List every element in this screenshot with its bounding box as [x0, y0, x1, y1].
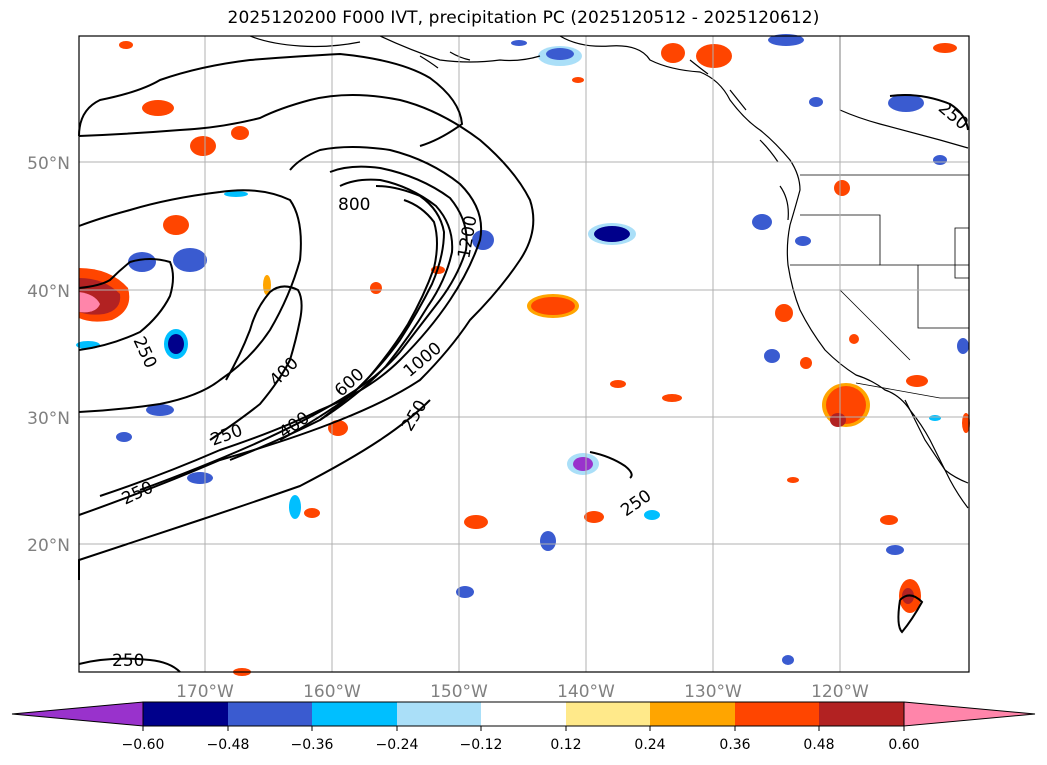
colorbar-segment — [312, 702, 397, 726]
colorbar-tick-label: 0.48 — [803, 737, 834, 753]
map-frame — [78, 35, 970, 673]
lon-label: 130°W — [684, 682, 742, 702]
ivt-contour-250-ne — [889, 94, 969, 131]
lon-label: 170°W — [176, 682, 234, 702]
lon-label: 150°W — [430, 682, 488, 702]
colorbar-extend-min — [11, 701, 144, 727]
lat-label: 50°N — [27, 154, 70, 174]
colorbar-segment — [735, 702, 819, 726]
colorbar-tick-label: −0.12 — [460, 737, 503, 753]
latitude-labels: 50°N 40°N 30°N 20°N — [27, 154, 70, 556]
colorbar-outline — [142, 701, 905, 727]
contour-label: 250 — [112, 651, 144, 671]
colorbar-tick-label: 0.60 — [888, 737, 919, 753]
longitude-labels: 170°W 160°W 150°W 140°W 130°W 120°W — [176, 682, 869, 702]
colorbar-tick-label: −0.24 — [376, 737, 419, 753]
colorbar-extend-max — [903, 701, 1036, 727]
colorbar-segment — [650, 702, 735, 726]
precipitation-pc-field — [76, 34, 970, 676]
colorbar-tick-label: 0.24 — [634, 737, 665, 753]
ivt-contour-600 — [139, 165, 468, 491]
colorbar-segment — [566, 702, 650, 726]
ivt-contour-250-inner — [78, 189, 302, 413]
colorbar-segment — [481, 702, 566, 726]
lon-label: 140°W — [557, 682, 615, 702]
ivt-contour-250-outer — [78, 94, 535, 516]
graticule — [79, 36, 969, 672]
colorbar-segment — [143, 702, 228, 726]
ivt-contours — [78, 52, 969, 673]
lat-label: 30°N — [27, 409, 70, 429]
lat-label: 40°N — [27, 282, 70, 302]
ivt-contour-250-south — [78, 399, 431, 580]
ivt-contour-250-east — [589, 451, 633, 479]
colorbar-tick-label: 0.36 — [719, 737, 750, 753]
lon-label: 120°W — [811, 682, 869, 702]
map-panel — [79, 36, 969, 672]
ivt-contour-250-west — [78, 258, 174, 351]
ivt-contour-250-sw — [78, 657, 181, 673]
contour-label: 800 — [338, 195, 370, 215]
colorbar-segment — [228, 702, 312, 726]
lat-label: 20°N — [27, 536, 70, 556]
chart-title: 2025120200 F000 IVT, precipitation PC (2… — [227, 8, 820, 28]
colorbar-segment — [397, 702, 481, 726]
colorbar-segment — [819, 702, 904, 726]
colorbar-tick-label: −0.60 — [122, 737, 165, 753]
coastlines — [249, 35, 969, 509]
ivt-contour-250-se — [897, 594, 924, 634]
ivt-contour-250-north — [78, 52, 464, 147]
colorbar: −0.60 −0.48 −0.36 −0.24 −0.12 0.12 0.24 … — [11, 701, 1036, 753]
lon-label: 160°W — [303, 682, 361, 702]
political-borders — [790, 174, 970, 399]
ivt-contour-400 — [99, 146, 483, 497]
ivt-contour-1200 — [319, 199, 438, 421]
colorbar-tick-label: −0.48 — [207, 737, 250, 753]
ivt-contour-400b — [209, 285, 303, 441]
colorbar-tick-label: 0.12 — [550, 737, 581, 753]
colorbar-tick-label: −0.36 — [291, 737, 334, 753]
